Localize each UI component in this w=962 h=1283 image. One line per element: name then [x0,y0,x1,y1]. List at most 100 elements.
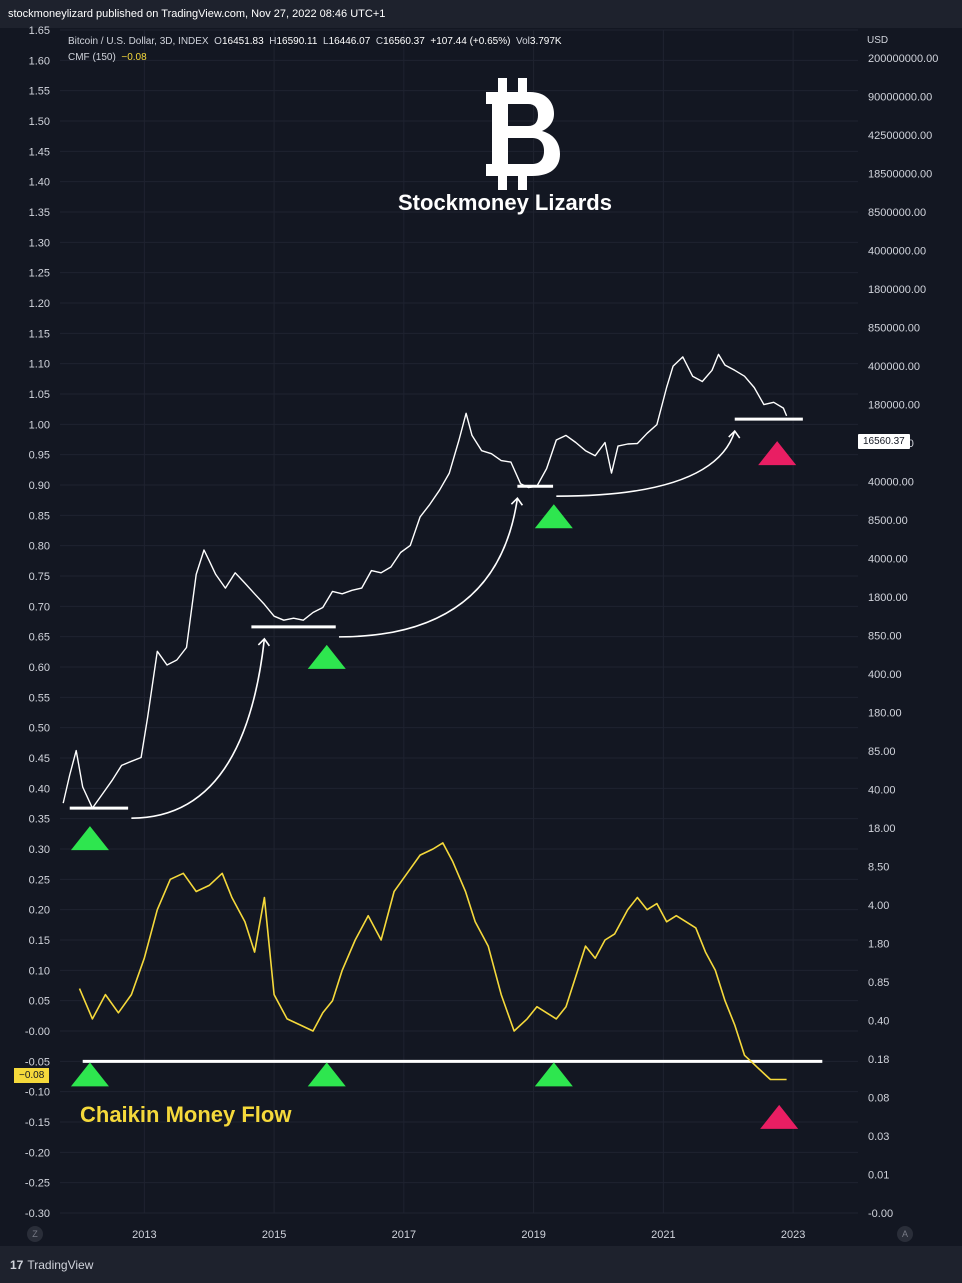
series [62,353,788,1081]
symbol-name[interactable]: Bitcoin / U.S. Dollar, 3D, INDEX [68,36,209,47]
left-tick-label: 0.65 [29,632,50,644]
left-tick-label: 0.85 [29,510,50,522]
volume-label: Vol [515,36,530,47]
left-tick-label: 1.15 [29,328,50,340]
right-tick-label: 180000.00 [868,400,920,412]
buy-marker-cmf [70,1062,109,1087]
right-tick-label: 8500000.00 [868,207,926,219]
arrow-head [257,637,271,647]
right-tick-label: 0.18 [868,1054,889,1066]
right-tick-label: 18500000.00 [868,169,932,181]
footer-bar [0,1246,962,1283]
arrow-head [728,429,741,439]
left-tick-label: 1.40 [29,177,50,189]
right-tick-label: 850.00 [868,631,902,643]
left-tick-label: 0.95 [29,450,50,462]
cmf-title: Chaikin Money Flow [80,1102,292,1127]
low-value: 16446.07 [328,36,371,47]
left-tick-label: 0.90 [29,480,50,492]
right-tick-label: 90000000.00 [868,92,932,104]
time-tick-label: 2023 [781,1229,805,1241]
markers [70,441,799,1129]
left-axis: 1.65 1.60 1.55 1.50 1.45 1.40 1.35 1.30 1.25 1.20… [25,25,50,1220]
left-tick-label: 1.10 [29,359,50,371]
trend-arrow [131,638,266,819]
low-label: L [323,36,329,47]
buy-marker-price [307,644,346,669]
left-tick-label: -0.05 [25,1056,50,1068]
time-tick-label: 2015 [262,1229,286,1241]
left-tick-label: 0.25 [29,874,50,886]
ohlc-legend: Bitcoin / U.S. Dollar, 3D, INDEX O16451.… [68,36,562,47]
cmf-legend: CMF (150) −0.08 [68,52,147,63]
left-tick-label: -0.20 [25,1147,50,1159]
left-tick-label: 1.60 [29,55,50,67]
top-marker-price [758,441,797,466]
left-tick-label: 0.60 [29,662,50,674]
right-axis: 200000000.00 90000000.00 42500000.00 185000… [868,53,938,1220]
right-tick-label: 0.01 [868,1170,889,1182]
buy-marker-price [70,826,109,851]
right-tick-label: 0.85 [868,977,889,989]
left-tick-label: 0.10 [29,965,50,977]
left-tick-label: 1.00 [29,419,50,431]
high-value: 16590.11 [276,36,318,47]
publisher-bar [0,0,962,28]
left-tick-label: -0.30 [25,1208,50,1220]
left-tick-label: 1.05 [29,389,50,401]
right-tick-label: 0.08 [868,1093,889,1105]
bitcoin-logo-icon [486,78,560,190]
tradingview-logo[interactable]: 17 TradingView [10,1258,93,1272]
time-tick-label: 2017 [392,1229,416,1241]
arrow-head [510,496,524,506]
currency-label: USD [867,35,889,46]
left-tick-label: -0.15 [25,1117,50,1129]
close-value: 16560.37 [383,36,425,47]
open-value: 16451.83 [221,36,264,47]
time-tick-label: 2013 [132,1229,156,1241]
left-tick-label: 0.75 [29,571,50,583]
right-tick-label: 0.03 [868,1131,889,1143]
buy-marker-price [534,504,573,529]
time-axis: 2013 2015 2017 2019 2021 2023 [132,1229,805,1241]
right-tick-label: 200000000.00 [868,53,938,65]
right-tick-label: 400000.00 [868,361,920,373]
time-tick-label: 2019 [521,1229,545,1241]
left-tick-label: 0.80 [29,541,50,553]
auto-scale-right-button[interactable]: A [897,1226,913,1242]
last-cmf-tag: −0.08 [14,1068,50,1083]
left-tick-label: 1.45 [29,146,50,158]
price-line [62,353,788,809]
right-tick-label: 42500000.00 [868,130,932,142]
annotations [69,417,823,1063]
left-tick-label: 0.20 [29,905,50,917]
right-tick-label: 40000.00 [868,477,914,489]
volume-value: 3.797K [529,36,562,47]
open-label: O [214,36,222,47]
trend-arrow [556,430,736,498]
publisher-line: stockmoneylizard published on TradingVie… [8,8,386,20]
right-tick-label: 0.40 [868,1016,889,1028]
auto-scale-left-button[interactable]: Z [27,1226,43,1242]
left-tick-label: 0.45 [29,753,50,765]
left-tick-label: 1.30 [29,237,50,249]
close-label: C [375,36,384,47]
left-tick-label: 1.55 [29,86,50,98]
left-tick-label: 0.50 [29,723,50,735]
right-tick-label: 85.00 [868,746,896,758]
cmf-label[interactable]: CMF (150) [68,52,116,63]
right-tick-label: 1800000.00 [868,284,926,296]
buy-marker-cmf [307,1062,346,1087]
left-tick-label: 1.25 [29,268,50,280]
trend-arrow [338,498,519,638]
brand-name: Stockmoney Lizards [398,190,612,215]
left-tick-label: 0.30 [29,844,50,856]
right-tick-label: 8.50 [868,862,889,874]
tradingview-logo-text: TradingView [27,1258,94,1272]
left-tick-label: 1.35 [29,207,50,219]
right-tick-label: 4000.00 [868,554,908,566]
right-tick-label: 4.00 [868,900,889,912]
buy-marker-cmf [534,1062,573,1087]
right-tick-label: 18.00 [868,823,896,835]
